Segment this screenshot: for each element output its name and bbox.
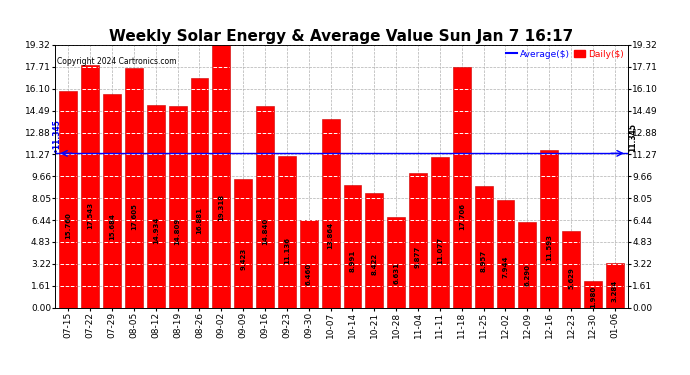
Bar	[387, 217, 405, 308]
Bar	[278, 156, 296, 308]
Text: 14.809: 14.809	[175, 217, 181, 244]
Text: 17.605: 17.605	[131, 203, 137, 230]
Text: Copyright 2024 Cartronics.com: Copyright 2024 Cartronics.com	[57, 57, 177, 66]
Text: 15.684: 15.684	[109, 213, 115, 240]
Bar	[366, 193, 384, 308]
Bar	[518, 222, 536, 308]
Text: 9.423: 9.423	[240, 248, 246, 270]
Text: 6.631: 6.631	[393, 262, 400, 284]
Text: •11.345: •11.345	[52, 118, 61, 152]
Text: 17.543: 17.543	[87, 202, 93, 229]
Bar	[497, 200, 515, 308]
Bar	[168, 106, 186, 307]
Bar	[562, 231, 580, 308]
Text: 8.991: 8.991	[349, 250, 355, 272]
Legend: Average($), Daily($): Average($), Daily($)	[506, 50, 623, 58]
Text: 7.944: 7.944	[502, 255, 509, 278]
Text: 8.957: 8.957	[481, 250, 486, 272]
Bar	[344, 185, 362, 308]
Bar	[190, 78, 208, 308]
Title: Weekly Solar Energy & Average Value Sun Jan 7 16:17: Weekly Solar Energy & Average Value Sun …	[110, 29, 573, 44]
Text: 14.840: 14.840	[262, 217, 268, 244]
Text: 1.980: 1.980	[590, 286, 596, 308]
Text: 5.629: 5.629	[568, 267, 574, 290]
Bar	[431, 157, 449, 308]
Bar	[213, 45, 230, 308]
Bar	[256, 106, 274, 308]
Bar	[147, 105, 165, 308]
Text: 3.284: 3.284	[612, 279, 618, 302]
Bar	[453, 67, 471, 308]
Bar	[81, 65, 99, 308]
Text: 15.760: 15.760	[66, 211, 71, 238]
Text: 11.077: 11.077	[437, 237, 443, 264]
Bar	[299, 220, 317, 308]
Bar	[125, 68, 143, 308]
Bar	[606, 263, 624, 308]
Bar	[234, 180, 252, 308]
Bar	[540, 150, 558, 308]
Bar	[584, 280, 602, 308]
Text: 11.345: 11.345	[628, 123, 637, 152]
Text: 11.136: 11.136	[284, 237, 290, 264]
Text: 9.877: 9.877	[415, 245, 421, 268]
Bar	[59, 91, 77, 308]
Bar	[322, 119, 339, 308]
Text: 6.290: 6.290	[524, 264, 531, 286]
Text: 11.593: 11.593	[546, 234, 552, 261]
Text: 14.934: 14.934	[152, 217, 159, 244]
Text: 19.318: 19.318	[218, 194, 224, 221]
Text: 17.706: 17.706	[459, 202, 465, 229]
Bar	[475, 186, 493, 308]
Text: 16.881: 16.881	[197, 207, 202, 234]
Text: 8.422: 8.422	[371, 253, 377, 275]
Text: 13.864: 13.864	[328, 222, 334, 249]
Bar	[409, 173, 427, 308]
Bar	[103, 94, 121, 308]
Text: 6.460: 6.460	[306, 263, 312, 285]
